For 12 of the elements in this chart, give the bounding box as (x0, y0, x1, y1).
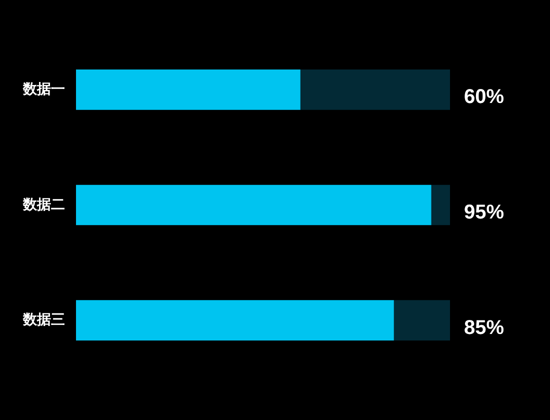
bar (394, 300, 450, 341)
data-label: 85% (464, 316, 504, 339)
y-tick-label: 数据一 (22, 80, 65, 97)
data-label: 95% (464, 202, 504, 224)
bar (76, 300, 394, 341)
bar (431, 184, 450, 226)
bar (76, 184, 432, 226)
y-tick-label: 数据二 (22, 196, 65, 212)
bar (300, 69, 450, 110)
y-tick-label: 数据三 (22, 311, 65, 328)
bar (76, 69, 300, 110)
data-label: 60% (464, 86, 504, 108)
